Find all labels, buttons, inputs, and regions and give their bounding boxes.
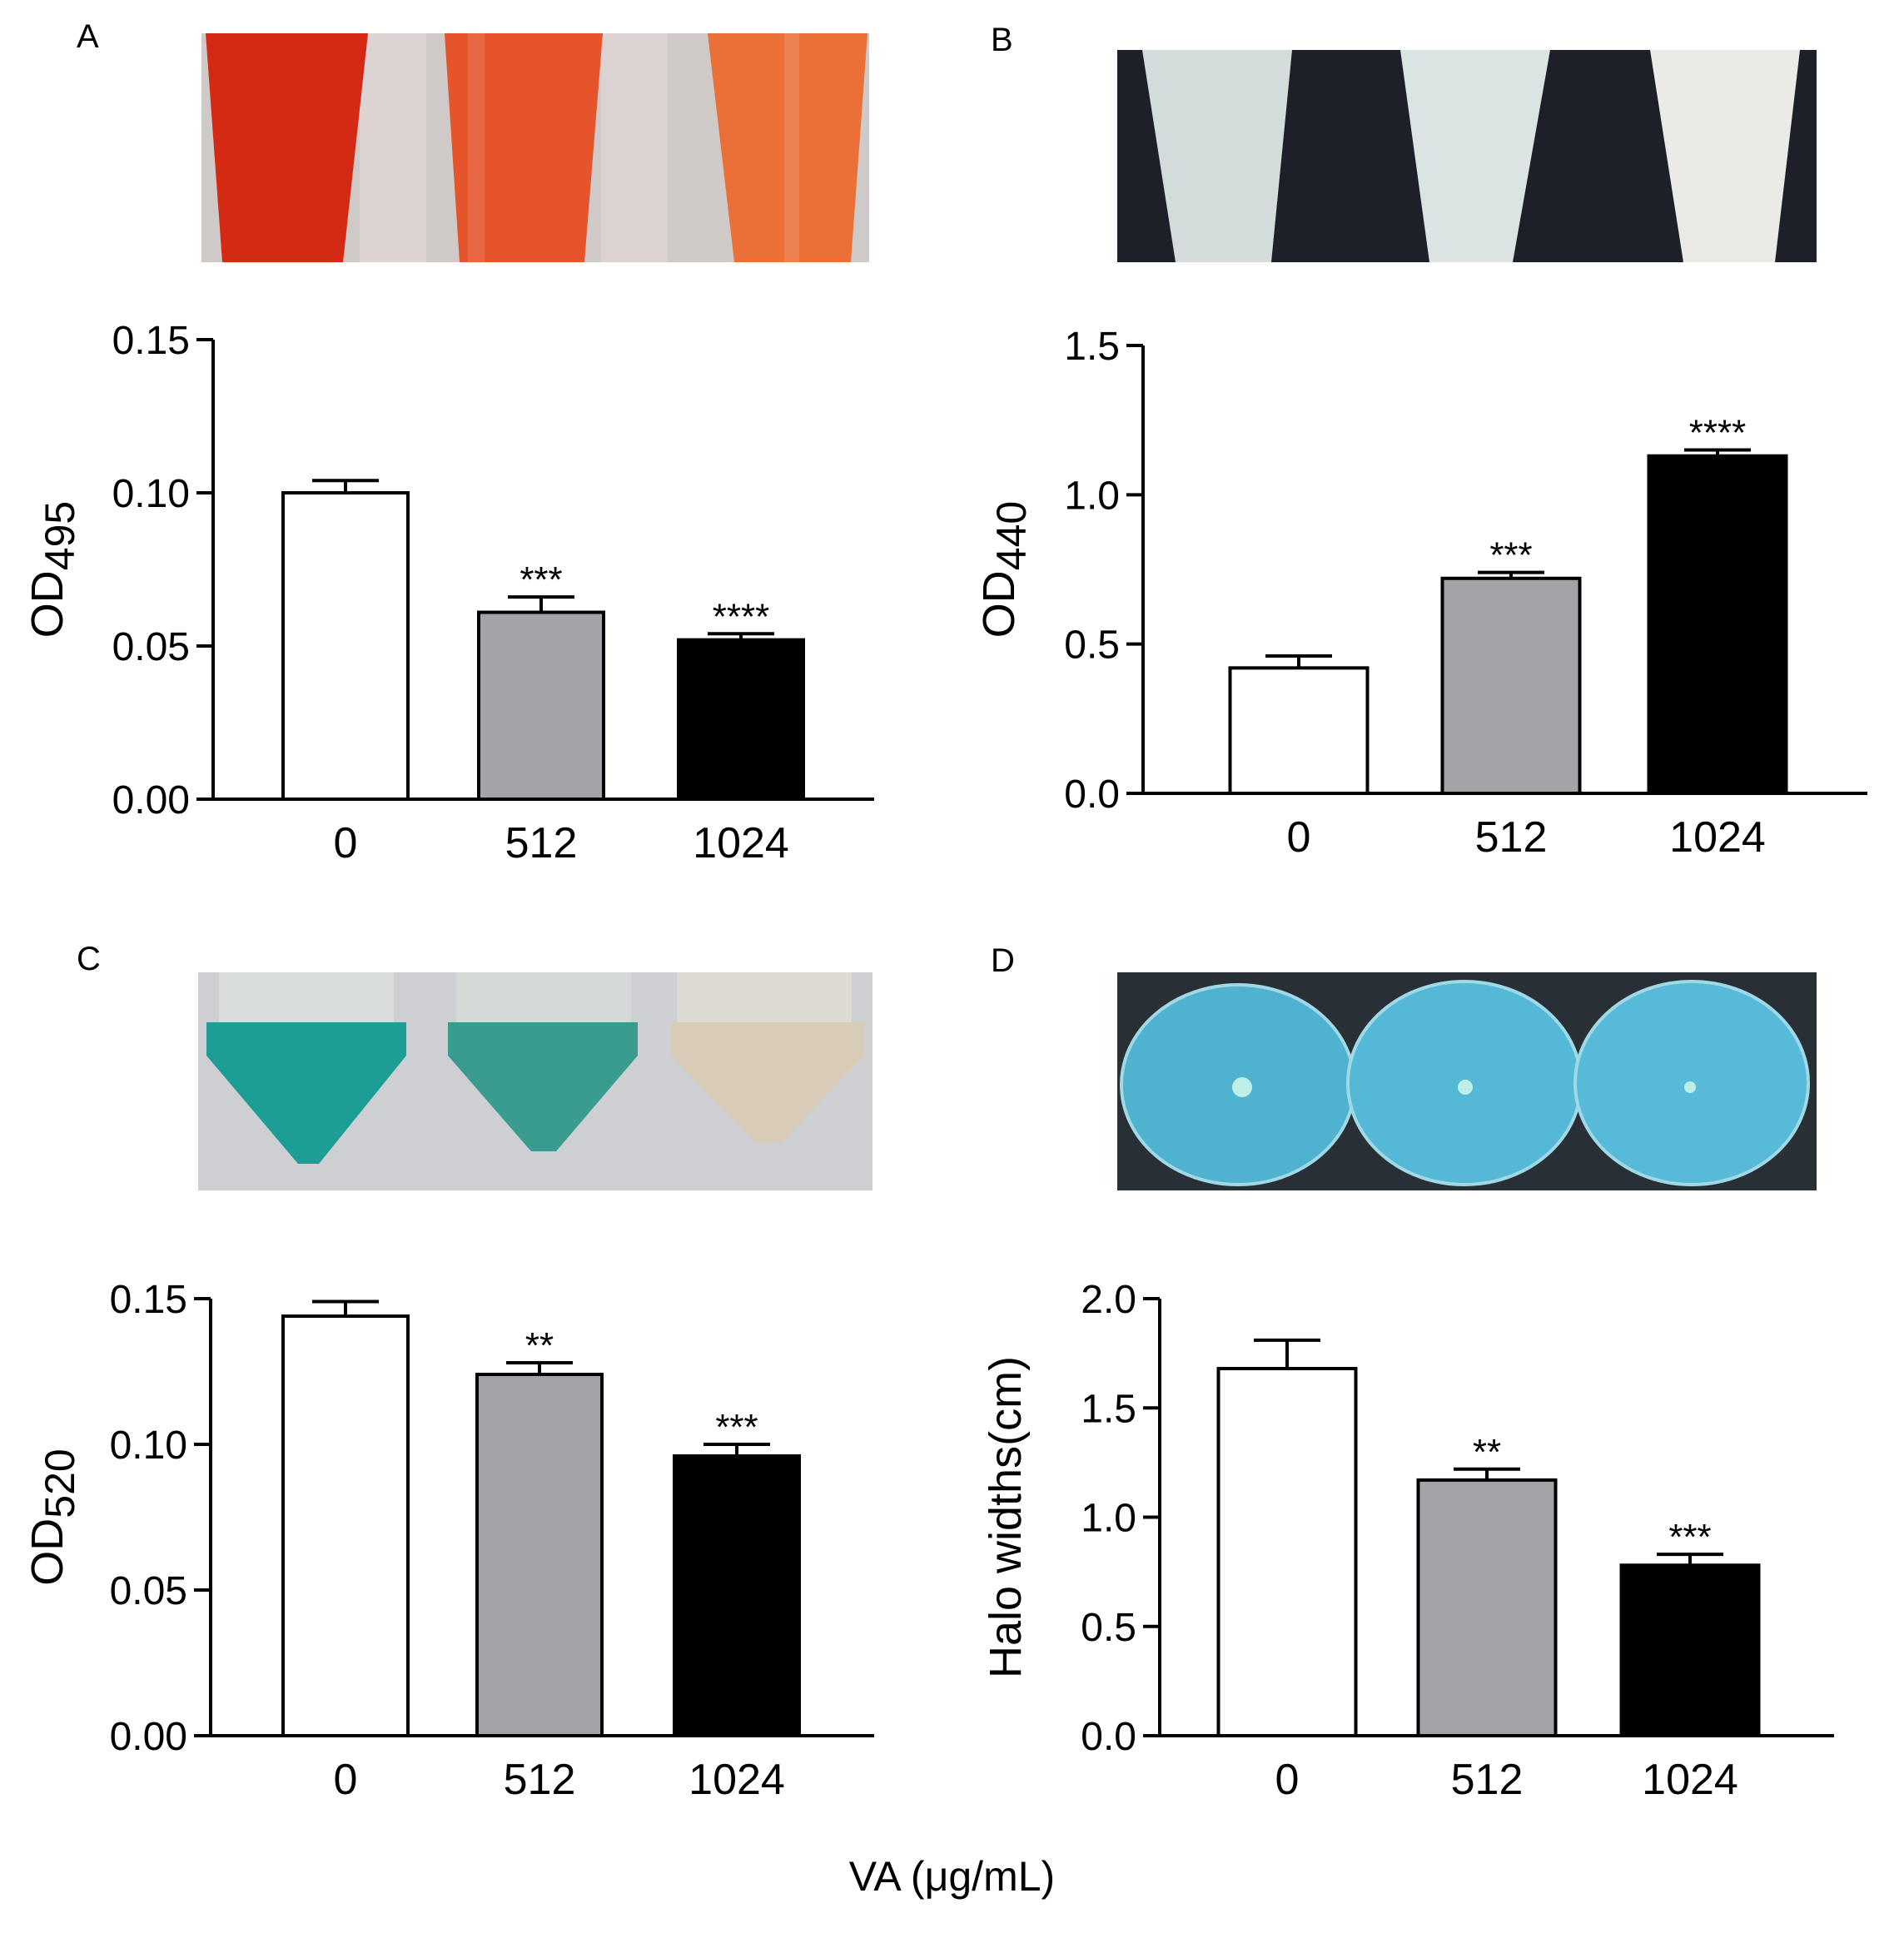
halo [1458, 1080, 1473, 1095]
significance-label: *** [519, 559, 562, 600]
y-tick-label: 0.5 [1081, 1606, 1136, 1650]
tube [1400, 50, 1550, 262]
y-axis-label-subscript: 520 [37, 1449, 83, 1518]
bar-1024 [1647, 454, 1788, 795]
x-tick-label: 1024 [1669, 813, 1766, 862]
bar-1024 [1619, 1563, 1761, 1737]
y-axis-label-subscript: 495 [37, 501, 83, 570]
bar-512 [477, 610, 605, 801]
bar-0 [281, 1314, 410, 1737]
y-tick-label: 2.0 [1081, 1278, 1136, 1322]
y-axis-label: OD495 [22, 501, 83, 638]
tube [671, 1022, 864, 1143]
x-tick-label: 512 [504, 1756, 576, 1804]
y-tick-label: 0.10 [112, 472, 190, 516]
x-tick-label: 512 [1475, 813, 1548, 862]
x-tick-label: 512 [505, 819, 578, 867]
blue-agar-plates-photo [1117, 972, 1817, 1190]
significance-label: *** [1489, 535, 1532, 576]
bar-512 [1440, 576, 1582, 795]
x-tick-label: 1024 [1642, 1756, 1738, 1804]
y-tick-label: 0.0 [1081, 1715, 1136, 1759]
bar-chart-a: 0.00 0.05 0.10 0.15 0 *** 512 **** 1024 OD495 [22, 319, 874, 867]
panel-letter-c: C [77, 941, 101, 977]
halo [1232, 1077, 1252, 1097]
panel-letter-b: B [991, 22, 1013, 58]
bar-0 [281, 491, 410, 801]
y-tick-label: 0.5 [1064, 624, 1120, 668]
bar-0 [1228, 666, 1370, 795]
white-tubes-photo [1117, 50, 1817, 262]
y-tick-label: 0.0 [1064, 773, 1120, 817]
tube [1650, 50, 1800, 262]
x-tick-label: 512 [1451, 1756, 1524, 1804]
x-tick-label: 1024 [689, 1756, 785, 1804]
tube [448, 1022, 638, 1151]
bar-1024 [677, 638, 805, 802]
tube [206, 33, 368, 262]
bar-0 [1216, 1367, 1358, 1737]
y-tick-label: 1.0 [1081, 1497, 1136, 1541]
tube [206, 1022, 406, 1164]
y-tick-label: 1.0 [1064, 474, 1120, 518]
significance-label: *** [1668, 1517, 1711, 1558]
significance-label: ** [525, 1325, 554, 1366]
panel-letter-d: D [991, 942, 1015, 979]
y-tick-label: 0.00 [112, 778, 190, 822]
bar-chart-b: 0.0 0.5 1.0 1.5 0 *** 512 **** 1024 OD440 [974, 325, 1867, 862]
significance-label: ** [1473, 1432, 1501, 1473]
significance-label: **** [713, 596, 770, 637]
x-tick-label: 0 [334, 1756, 358, 1804]
tube [708, 33, 867, 262]
y-tick-label: 1.5 [1064, 325, 1120, 369]
bar-512 [1416, 1478, 1558, 1737]
bar-1024 [673, 1454, 801, 1737]
y-tick-label: 0.00 [110, 1715, 187, 1759]
y-tick-label: 1.5 [1081, 1387, 1136, 1431]
y-axis-label: OD440 [974, 501, 1035, 638]
x-tick-label: 0 [334, 819, 358, 867]
bar-chart-c: 0.00 0.05 0.10 0.15 0 ** 512 *** 1024 OD520 [22, 1278, 874, 1804]
panel-letter-a: A [77, 18, 99, 55]
x-tick-label: 0 [1287, 813, 1311, 862]
y-axis-label: OD520 [22, 1449, 83, 1585]
y-tick-label: 0.10 [110, 1424, 187, 1468]
x-tick-label: 1024 [693, 819, 789, 867]
tube [1142, 50, 1292, 262]
y-tick-label: 0.15 [110, 1278, 187, 1322]
red-tubes-photo [201, 33, 869, 262]
bar-512 [475, 1373, 604, 1737]
significance-label: *** [715, 1407, 758, 1448]
y-axis-label-subscript: 440 [988, 501, 1035, 570]
x-tick-label: 0 [1275, 1756, 1300, 1804]
bar-chart-d: 0.0 0.5 1.0 1.5 2.0 0 ** 512 *** 1024 Halo widths(… [981, 1278, 1834, 1804]
tube [445, 33, 603, 262]
blue-green-tubes-photo [198, 972, 872, 1190]
x-axis-caption: VA (μg/mL) [848, 1853, 1056, 1900]
y-tick-label: 0.15 [112, 319, 190, 363]
y-tick-label: 0.05 [110, 1569, 187, 1613]
halo [1684, 1081, 1696, 1093]
significance-label: **** [1689, 413, 1747, 454]
y-tick-label: 0.05 [112, 625, 190, 669]
y-axis-label: Halo widths(cm) [981, 1356, 1031, 1678]
